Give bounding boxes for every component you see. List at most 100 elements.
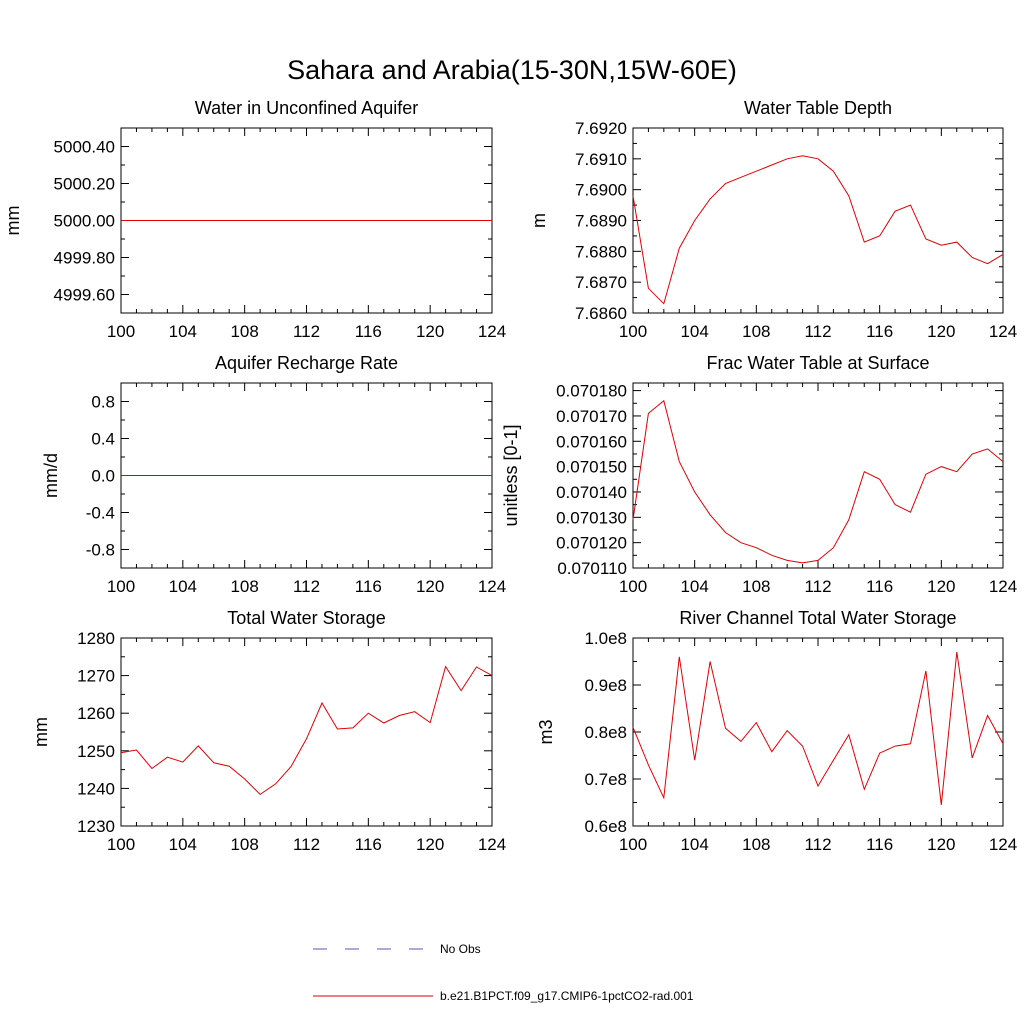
y-tick-label: 7.6870	[575, 273, 627, 292]
x-tick-label: 124	[478, 835, 506, 854]
y-tick-label: 0.9e8	[584, 676, 627, 695]
x-tick-label: 116	[866, 835, 893, 854]
x-tick-label: 112	[293, 577, 320, 596]
figure-title: Sahara and Arabia(15-30N,15W-60E)	[287, 55, 737, 85]
legend-label: b.e21.B1PCT.f09_g17.CMIP6-1pctCO2-rad.00…	[440, 989, 694, 1003]
series-line	[632, 652, 1004, 805]
legend-item: b.e21.B1PCT.f09_g17.CMIP6-1pctCO2-rad.00…	[313, 989, 694, 1003]
y-tick-label: 0.070130	[556, 508, 627, 527]
panel-5: Total Water Storage 100 104 108 112 116 120 124…	[31, 608, 506, 854]
x-tick-label: 112	[804, 322, 831, 341]
y-tick-label: 4999.60	[54, 286, 115, 305]
panel-title: Aquifer Recharge Rate	[215, 353, 398, 373]
x-tick-label: 108	[230, 322, 258, 341]
panel-1: Water in Unconfined Aquifer 100 104 108 112 1…	[3, 98, 506, 341]
plot-frame	[632, 637, 1004, 827]
y-tick-label: 0.0	[91, 467, 115, 486]
y-tick-label: 0.8e8	[584, 723, 627, 742]
plot-frame	[120, 637, 493, 827]
y-tick-label: 7.6860	[575, 304, 627, 323]
x-tick-label: 108	[230, 577, 258, 596]
y-tick-label: 7.6920	[575, 119, 627, 138]
x-tick-label: 116	[355, 835, 382, 854]
panel-6: River Channel Total Water Storage 100 104 1…	[536, 608, 1017, 854]
x-tick-label: 124	[989, 835, 1017, 854]
legend-item: No Obs	[313, 942, 481, 956]
y-tick-label: 0.7e8	[584, 770, 627, 789]
y-tick-label: 0.070110	[557, 559, 627, 578]
x-tick-label: 104	[680, 322, 708, 341]
x-tick-label: 104	[680, 835, 708, 854]
x-tick-label: 116	[866, 577, 893, 596]
y-axis-label: mm	[3, 206, 23, 236]
y-tick-label: 7.6900	[575, 181, 627, 200]
x-tick-label: 108	[742, 577, 770, 596]
panel-4: Frac Water Table at Surface 100 104 108 112 1…	[501, 353, 1017, 596]
y-tick-label: 0.8	[91, 393, 115, 412]
y-tick-label: 1280	[77, 629, 115, 648]
series-line	[120, 665, 493, 796]
y-tick-label: 7.6890	[575, 212, 627, 231]
x-tick-label: 108	[742, 835, 770, 854]
x-tick-label: 124	[989, 322, 1017, 341]
y-tick-label: 5000.00	[54, 212, 115, 231]
y-tick-label: -0.4	[86, 504, 115, 523]
y-tick-label: 1230	[77, 817, 115, 836]
y-tick-label: 1.0e8	[584, 629, 627, 648]
y-tick-label: 0.070160	[556, 432, 627, 451]
y-tick-label: 4999.80	[54, 249, 115, 268]
x-tick-label: 112	[293, 835, 320, 854]
x-tick-label: 100	[107, 577, 135, 596]
panel-title: Water in Unconfined Aquifer	[195, 98, 418, 118]
y-axis-label: m3	[536, 719, 556, 744]
series-line	[632, 399, 1004, 564]
x-tick-label: 124	[989, 577, 1017, 596]
y-tick-label: 0.070170	[556, 407, 627, 426]
y-tick-label: 7.6910	[575, 150, 627, 169]
x-tick-label: 124	[478, 577, 506, 596]
y-tick-label: -0.8	[86, 541, 115, 560]
x-tick-label: 120	[416, 577, 444, 596]
panel-3: Aquifer Recharge Rate 100 104 108 112 116 120 1…	[41, 353, 506, 596]
x-tick-label: 108	[742, 322, 770, 341]
x-tick-label: 120	[416, 835, 444, 854]
y-axis-label: unitless [0-1]	[501, 424, 521, 526]
x-tick-label: 100	[619, 835, 647, 854]
x-tick-label: 120	[927, 577, 955, 596]
plot-frame	[632, 382, 1004, 569]
x-tick-label: 116	[355, 577, 382, 596]
x-tick-label: 112	[804, 577, 831, 596]
y-tick-label: 0.070120	[556, 534, 627, 553]
x-tick-label: 104	[169, 835, 197, 854]
series-line	[632, 155, 1004, 305]
y-tick-label: 0.070180	[556, 382, 627, 401]
x-tick-label: 100	[107, 835, 135, 854]
panel-title: Frac Water Table at Surface	[706, 353, 929, 373]
y-tick-label: 1270	[77, 667, 115, 686]
y-tick-label: 5000.20	[54, 175, 115, 194]
y-tick-label: 1250	[77, 742, 115, 761]
plot-frame	[632, 127, 1004, 314]
y-tick-label: 5000.40	[54, 138, 115, 157]
panel-grid: Water in Unconfined Aquifer 100 104 108 112 1…	[3, 98, 1017, 854]
x-tick-label: 112	[293, 322, 320, 341]
y-axis-label: mm/d	[41, 453, 61, 498]
x-tick-label: 116	[866, 322, 893, 341]
y-tick-label: 0.070140	[556, 483, 627, 502]
x-tick-label: 104	[169, 322, 197, 341]
y-axis-label: m	[529, 213, 549, 228]
panel-title: Total Water Storage	[227, 608, 385, 628]
legend-label: No Obs	[440, 942, 481, 956]
x-tick-label: 104	[680, 577, 708, 596]
y-tick-label: 0.6e8	[584, 817, 627, 836]
y-tick-label: 0.070150	[556, 458, 627, 477]
x-tick-label: 116	[355, 322, 382, 341]
panel-2: Water Table Depth 100 104 108 112 116 120 124 7.…	[529, 98, 1017, 341]
x-tick-label: 120	[416, 322, 444, 341]
y-tick-label: 1260	[77, 704, 115, 723]
panel-title: River Channel Total Water Storage	[679, 608, 956, 628]
panel-title: Water Table Depth	[744, 98, 892, 118]
y-tick-label: 1240	[77, 779, 115, 798]
y-tick-label: 0.4	[91, 430, 115, 449]
legend: No Obs b.e21.B1PCT.f09_g17.CMIP6-1pctCO2-…	[313, 942, 694, 1003]
